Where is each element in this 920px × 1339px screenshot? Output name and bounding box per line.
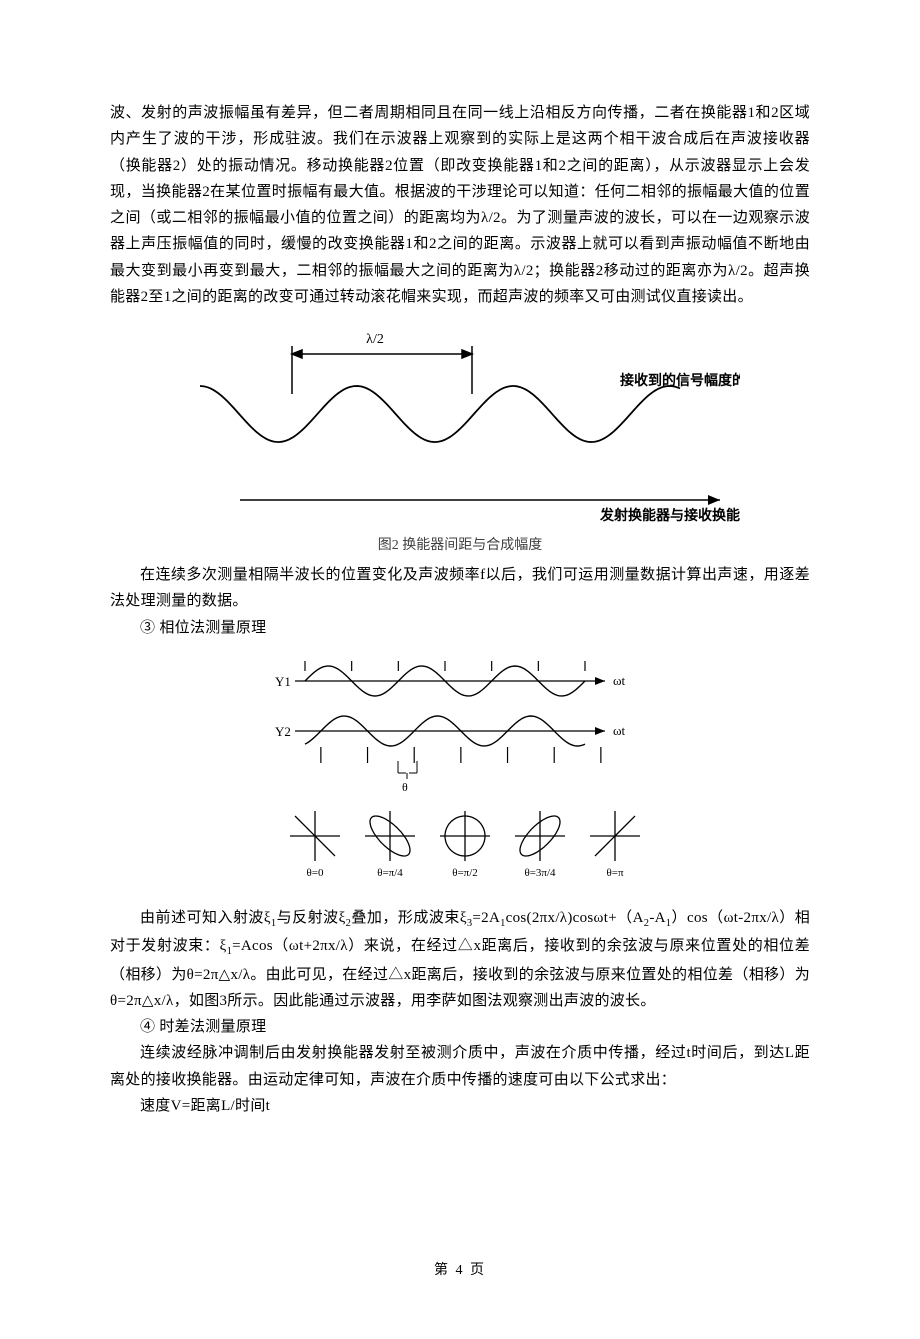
figure-2: Y1 ωt Y2 ωt θ θ=0θ=π/4θ= [110,651,810,901]
paragraph-4: 连续波经脉冲调制后由发射换能器发射至被测介质中，声波在介质中传播，经过t时间后，… [110,1040,810,1093]
svg-text:θ=π/4: θ=π/4 [377,867,403,879]
section-heading-phase: ③ 相位法测量原理 [110,615,810,641]
omega-t-2: ωt [613,723,626,738]
paragraph-3: 由前述可知入射波ξ1与反射波ξ2叠加，形成波束ξ3=2A1cos(2πx/λ)c… [110,905,810,1014]
lambda-label: λ/2 [366,332,384,347]
y2-label: Y2 [275,724,291,739]
svg-text:θ=0: θ=0 [307,867,324,879]
page-container: 波、发射的声波振幅虽有差异，但二者周期相同且在同一线上沿相反方向传播，二者在换能… [0,0,920,1339]
axis-label: 发射换能器与接收换能器之间的距离 [599,507,740,524]
phase-lissajous-diagram: Y1 ωt Y2 ωt θ θ=0θ=π/4θ= [245,651,675,901]
formula-line: 速度V=距离L/时间t [110,1093,810,1119]
page-number: 第 4 页 [110,1259,810,1279]
svg-text:θ=3π/4: θ=3π/4 [524,867,556,879]
omega-t-1: ωt [613,673,626,688]
figure-1: λ/2 接收到的信号幅度的包络波 发射换能器与接收换能器之间的距离 [110,320,810,530]
section-heading-timediff: ④ 时差法测量原理 [110,1014,810,1040]
y1-label: Y1 [275,674,291,689]
paragraph-1: 波、发射的声波振幅虽有差异，但二者周期相同且在同一线上沿相反方向传播，二者在换能… [110,100,810,310]
paragraph-2: 在连续多次测量相隔半波长的位置变化及声波频率f以后，我们可运用测量数据计算出声速… [110,562,810,615]
theta-label: θ [402,780,408,794]
envelope-wave-diagram: λ/2 接收到的信号幅度的包络波 发射换能器与接收换能器之间的距离 [180,320,740,530]
svg-text:θ=π/2: θ=π/2 [452,867,478,879]
figure-1-caption: 图2 换能器间距与合成幅度 [110,534,810,554]
envelope-label: 接收到的信号幅度的包络波 [620,372,740,389]
svg-text:θ=π: θ=π [606,867,623,879]
